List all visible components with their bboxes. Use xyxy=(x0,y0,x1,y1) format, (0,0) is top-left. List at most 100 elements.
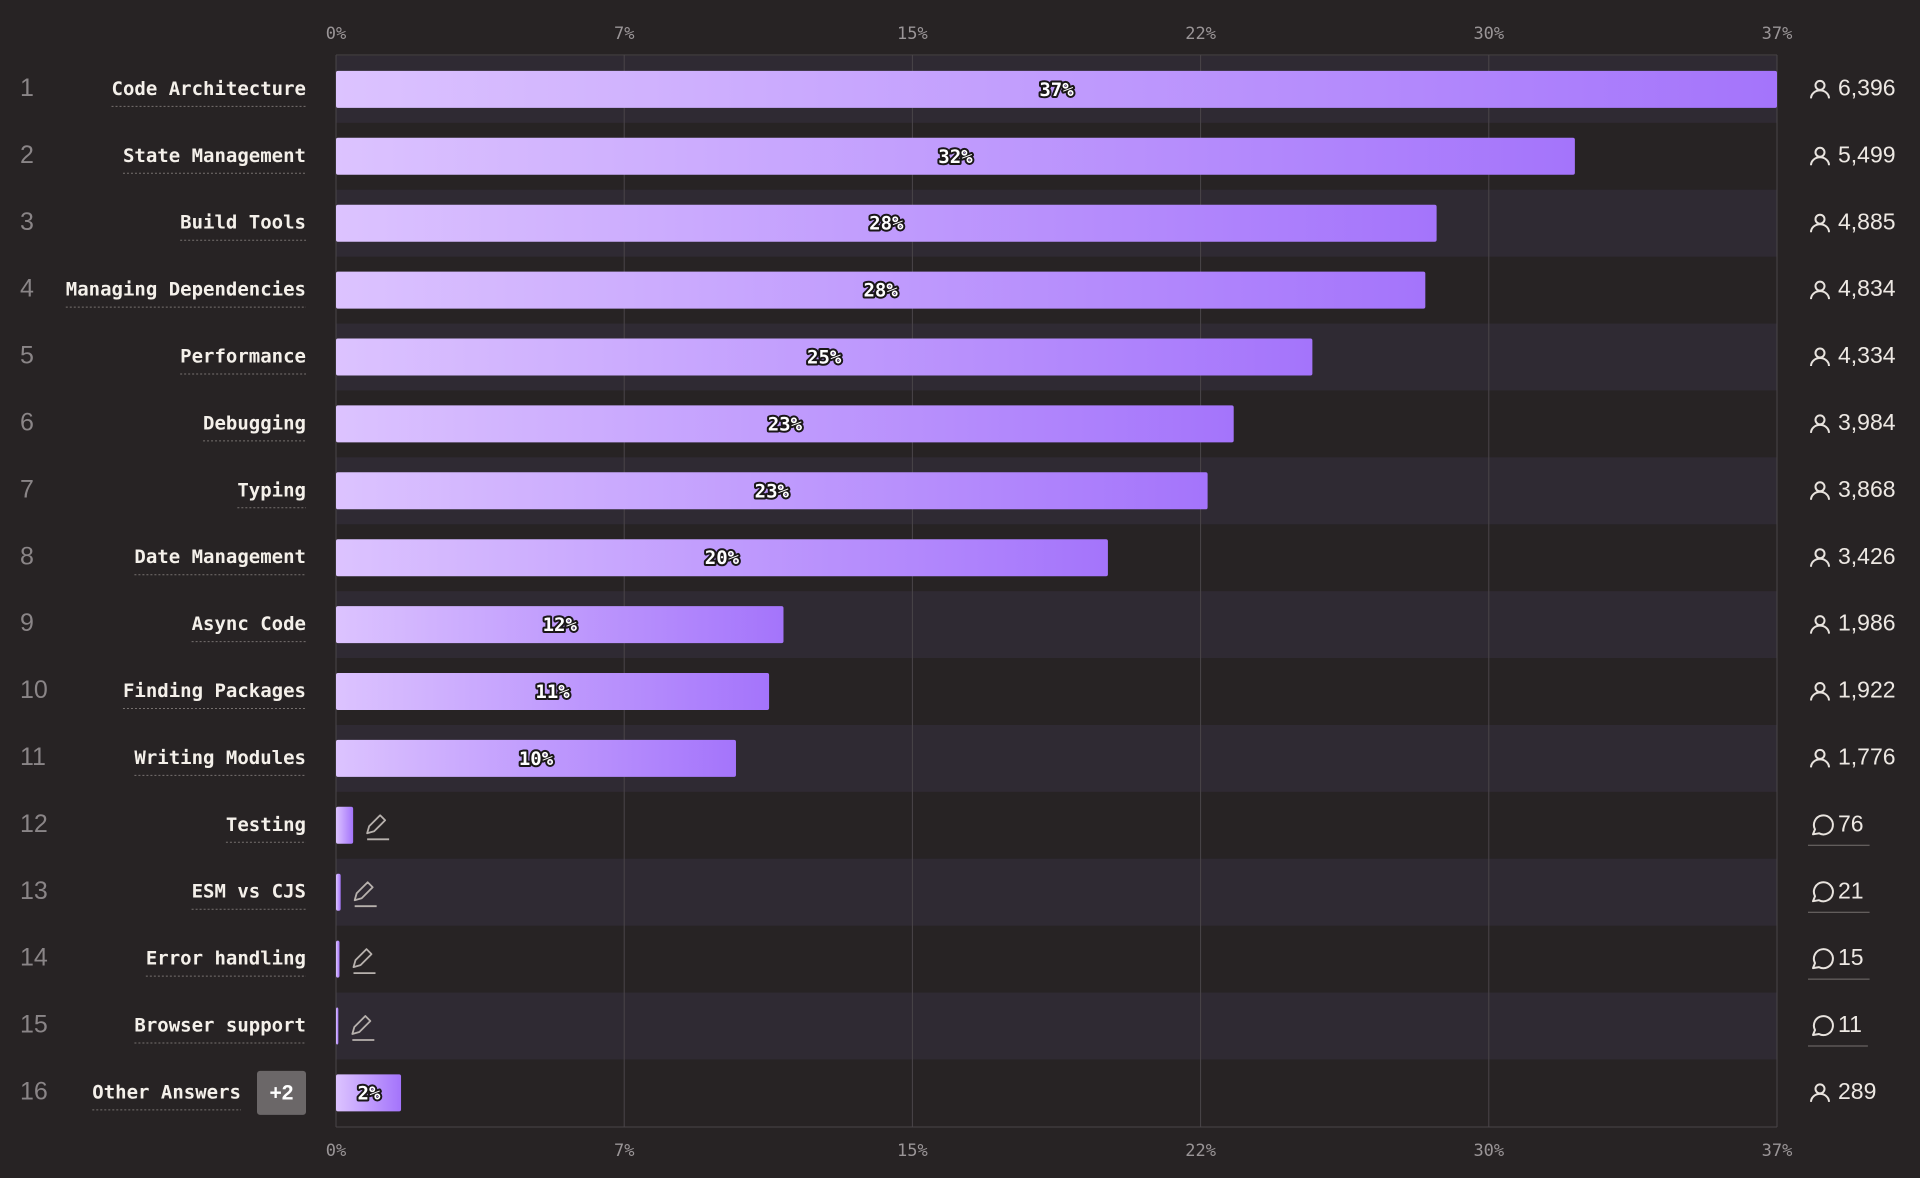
edit-icon xyxy=(353,881,377,908)
bar xyxy=(336,539,1108,577)
comment-icon xyxy=(1812,814,1834,836)
count: 21 xyxy=(1838,877,1864,903)
count: 11 xyxy=(1838,1011,1862,1037)
rank: 2 xyxy=(20,141,34,169)
rank: 15 xyxy=(20,1011,48,1039)
rank: 10 xyxy=(20,676,48,704)
value-label: 23% xyxy=(768,413,803,435)
value-label: 10% xyxy=(519,748,554,770)
person-icon xyxy=(1810,156,1830,166)
person-icon xyxy=(1810,1092,1830,1103)
category-label: Browser support xyxy=(134,1015,306,1037)
x-tick-label: 15% xyxy=(897,24,928,44)
count: 4,834 xyxy=(1838,275,1896,301)
value-label: 28% xyxy=(869,213,904,235)
x-tick-label: 0% xyxy=(326,24,346,44)
row-stripe xyxy=(336,992,1777,1060)
category-label: Performance xyxy=(180,346,306,368)
value-label: 28% xyxy=(863,280,898,302)
person-icon xyxy=(1810,624,1830,634)
rank: 5 xyxy=(20,342,34,370)
category-label: ESM vs CJS xyxy=(192,881,306,903)
count: 3,984 xyxy=(1838,409,1896,435)
comment-icon xyxy=(1812,1015,1834,1037)
value-label: 23% xyxy=(755,480,790,502)
rank: 11 xyxy=(20,743,46,771)
category-label: Date Management xyxy=(134,546,306,568)
x-tick-label: 7% xyxy=(614,1141,634,1161)
x-tick-label: 15% xyxy=(897,1141,928,1161)
count: 76 xyxy=(1838,810,1864,836)
x-tick-label: 22% xyxy=(1185,24,1216,44)
category-label: Build Tools xyxy=(180,212,306,234)
bar xyxy=(336,739,736,777)
edit-icon xyxy=(351,1015,375,1041)
bar xyxy=(336,271,1426,309)
bar xyxy=(336,606,784,644)
bar xyxy=(336,873,341,911)
rank: 13 xyxy=(20,877,48,905)
row-stripe xyxy=(336,858,1777,926)
count: 15 xyxy=(1838,944,1864,970)
rank: 14 xyxy=(20,944,48,972)
person-icon xyxy=(1810,290,1830,300)
value-label: 12% xyxy=(543,614,578,636)
person-icon xyxy=(1810,490,1830,500)
badge xyxy=(257,1070,306,1115)
x-tick-label: 7% xyxy=(614,24,634,44)
person-icon xyxy=(1810,691,1830,701)
person-icon xyxy=(1810,223,1830,233)
category-label: Testing xyxy=(226,814,306,836)
category-label: Code Architecture xyxy=(112,78,306,100)
badge-label: +2 xyxy=(270,1081,294,1104)
count: 3,868 xyxy=(1838,476,1896,502)
x-tick-label: 0% xyxy=(326,1141,346,1161)
count: 1,986 xyxy=(1838,610,1896,636)
count: 3,426 xyxy=(1838,543,1896,569)
x-tick-label: 37% xyxy=(1762,24,1793,44)
count: 1,776 xyxy=(1838,743,1896,769)
value-label: 2% xyxy=(358,1082,381,1104)
count: 289 xyxy=(1838,1078,1876,1104)
comment-icon xyxy=(1812,881,1834,903)
person-icon xyxy=(1810,423,1830,434)
rank: 9 xyxy=(20,609,34,637)
category-label: Error handling xyxy=(146,948,306,970)
bar xyxy=(336,1007,339,1045)
person-icon xyxy=(1810,357,1830,367)
x-tick-label: 37% xyxy=(1762,1141,1793,1161)
value-label: 20% xyxy=(705,547,740,569)
bar xyxy=(336,405,1234,443)
bar xyxy=(336,1074,402,1112)
value-label: 37% xyxy=(1039,79,1074,101)
count: 5,499 xyxy=(1838,141,1896,167)
category-label: Writing Modules xyxy=(134,747,306,769)
bar xyxy=(336,673,770,710)
category-label: Async Code xyxy=(192,613,306,635)
rank: 4 xyxy=(20,275,34,303)
category-label: Typing xyxy=(237,479,306,501)
count: 4,334 xyxy=(1838,342,1896,368)
person-icon xyxy=(1810,89,1830,99)
rank: 3 xyxy=(20,208,34,236)
category-label: Finding Packages xyxy=(123,680,306,702)
bar xyxy=(336,137,1575,175)
edit-icon xyxy=(366,814,390,841)
edit-icon xyxy=(352,948,376,974)
category-label: Debugging xyxy=(203,412,306,434)
rank: 12 xyxy=(20,810,48,838)
rank: 1 xyxy=(20,74,34,102)
count: 1,922 xyxy=(1838,677,1896,703)
bar xyxy=(336,472,1208,510)
bar xyxy=(336,70,1777,108)
rank: 7 xyxy=(20,475,34,503)
value-label: 25% xyxy=(807,347,842,369)
person-icon xyxy=(1810,758,1830,768)
bar xyxy=(336,338,1313,376)
category-label: State Management xyxy=(123,145,306,167)
value-label: 11% xyxy=(535,681,570,703)
rank: 6 xyxy=(20,409,34,437)
comment-icon xyxy=(1812,948,1834,970)
bar xyxy=(336,806,354,844)
